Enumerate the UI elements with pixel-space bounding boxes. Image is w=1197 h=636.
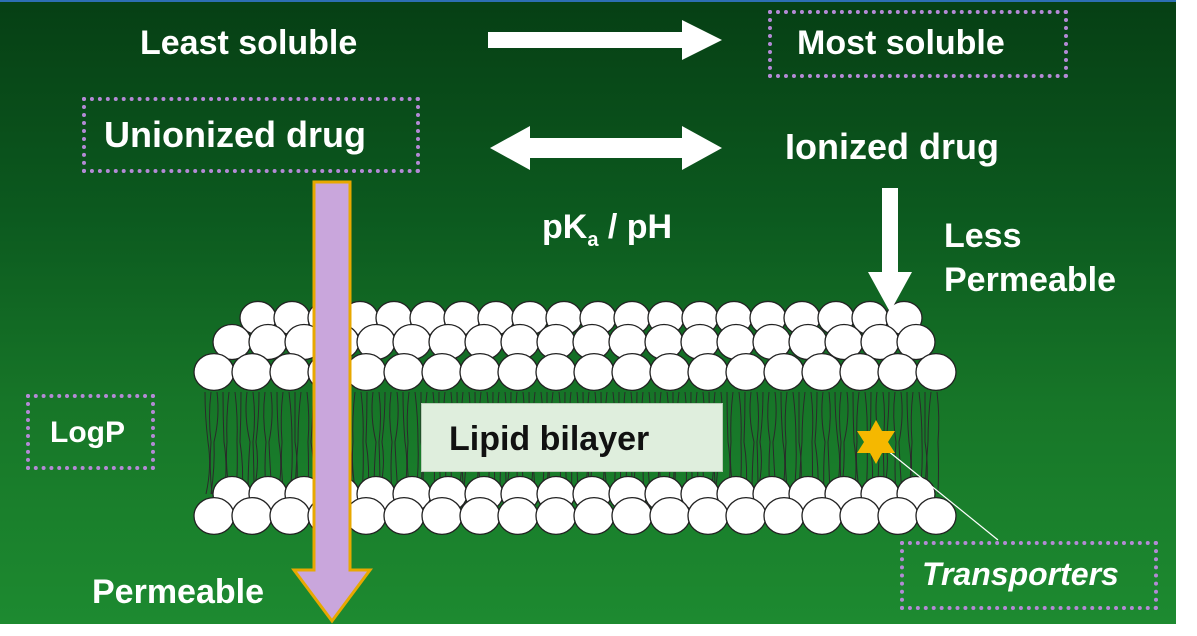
pka-subscript: a (587, 228, 599, 251)
top-head-front (877, 352, 919, 392)
top-head-front (725, 352, 767, 392)
top-head-front (497, 352, 539, 392)
bottom-head-front (725, 496, 767, 536)
less-permeable-label: Less Permeable (944, 217, 1116, 299)
top-head-front (269, 352, 311, 392)
pka-main: pK (542, 208, 588, 246)
permeable-arrow (291, 180, 373, 624)
transporters-label: Transporters (922, 556, 1119, 592)
top-head-front (345, 352, 387, 392)
logp-label: LogP (50, 416, 125, 449)
bottom-head-front (649, 496, 691, 536)
transporters-highlight-box (900, 541, 1158, 610)
bottom-head-front (535, 496, 577, 536)
top-head-front (459, 352, 501, 392)
bottom-head-front (459, 496, 501, 536)
top-head-front (649, 352, 691, 392)
permeable-label: Permeable (92, 573, 264, 611)
logp-highlight-box (26, 394, 155, 470)
top-head-mid (896, 323, 936, 361)
pka-rest: / pH (598, 208, 673, 246)
pka-ph-label: pKa / pH (542, 208, 672, 252)
unionized-drug-label: Unionized drug (104, 114, 366, 155)
top-head-front (535, 352, 577, 392)
top-head-front (915, 352, 957, 392)
most-soluble-label: Most soluble (797, 24, 1005, 62)
unionized-drug-highlight-box (82, 97, 420, 173)
bottom-head-front (915, 496, 957, 536)
lipid-bilayer-label-box (421, 403, 723, 472)
diagram-graphics (193, 20, 999, 624)
bottom-head-front (383, 496, 425, 536)
top-border-line (0, 0, 1176, 2)
top-head-front (763, 352, 805, 392)
top-head-front (573, 352, 615, 392)
down-arrow-icon (868, 188, 912, 312)
bottom-head-front (839, 496, 881, 536)
bottom-head-front (269, 496, 311, 536)
star-icon (857, 420, 895, 464)
top-head-front (687, 352, 729, 392)
bottom-head-front (231, 496, 273, 536)
top-head-front (839, 352, 881, 392)
bottom-head-front (193, 496, 235, 536)
bottom-head-front (421, 496, 463, 536)
most-soluble-highlight-box (768, 10, 1068, 78)
top-head-front (231, 352, 273, 392)
top-head-front (611, 352, 653, 392)
bottom-head-front (573, 496, 615, 536)
least-soluble-label: Least soluble (140, 24, 358, 62)
bottom-head-front (687, 496, 729, 536)
double-arrow-icon (490, 126, 722, 170)
top-head-front (193, 352, 235, 392)
bottom-head-front (611, 496, 653, 536)
top-head-front (383, 352, 425, 392)
ionized-drug-label: Ionized drug (785, 126, 999, 167)
bottom-head-front (497, 496, 539, 536)
bottom-head-front (345, 496, 387, 536)
right-arrow-icon (488, 20, 722, 60)
top-head-front (801, 352, 843, 392)
top-head-front (421, 352, 463, 392)
bottom-head-front (801, 496, 843, 536)
bottom-head-front (763, 496, 805, 536)
diagram-canvas: Least soluble Most soluble Unionized dru… (0, 0, 1176, 624)
transporter-pointer-line (881, 445, 999, 541)
lipid-bilayer-label: Lipid bilayer (449, 420, 650, 458)
bottom-head-front (877, 496, 919, 536)
